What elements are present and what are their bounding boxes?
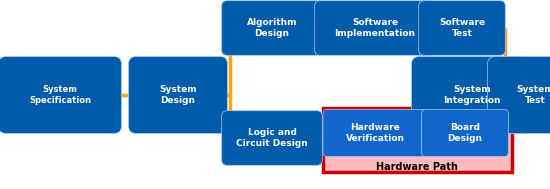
Text: System
Test: System Test [516,85,550,105]
FancyBboxPatch shape [222,111,322,165]
Text: Hardware Path: Hardware Path [376,162,458,172]
FancyBboxPatch shape [487,57,550,133]
Text: Hardware
Verification: Hardware Verification [345,123,404,143]
Text: Software
Implementation: Software Implementation [334,18,415,38]
FancyBboxPatch shape [421,109,509,156]
FancyBboxPatch shape [222,1,322,55]
Text: System
Specification: System Specification [29,85,91,105]
FancyBboxPatch shape [411,57,532,133]
FancyBboxPatch shape [419,1,505,55]
Text: Algorithm
Design: Algorithm Design [247,18,297,38]
FancyBboxPatch shape [323,109,427,156]
Bar [323,108,512,172]
FancyBboxPatch shape [0,57,122,133]
FancyBboxPatch shape [129,57,228,133]
Text: Board
Design: Board Design [448,123,482,143]
Text: Logic and
Circuit Design: Logic and Circuit Design [236,128,308,148]
FancyBboxPatch shape [315,1,435,55]
Text: System
Design: System Design [159,85,197,105]
Text: System
Integration: System Integration [443,85,500,105]
Text: Software
Test: Software Test [439,18,485,38]
